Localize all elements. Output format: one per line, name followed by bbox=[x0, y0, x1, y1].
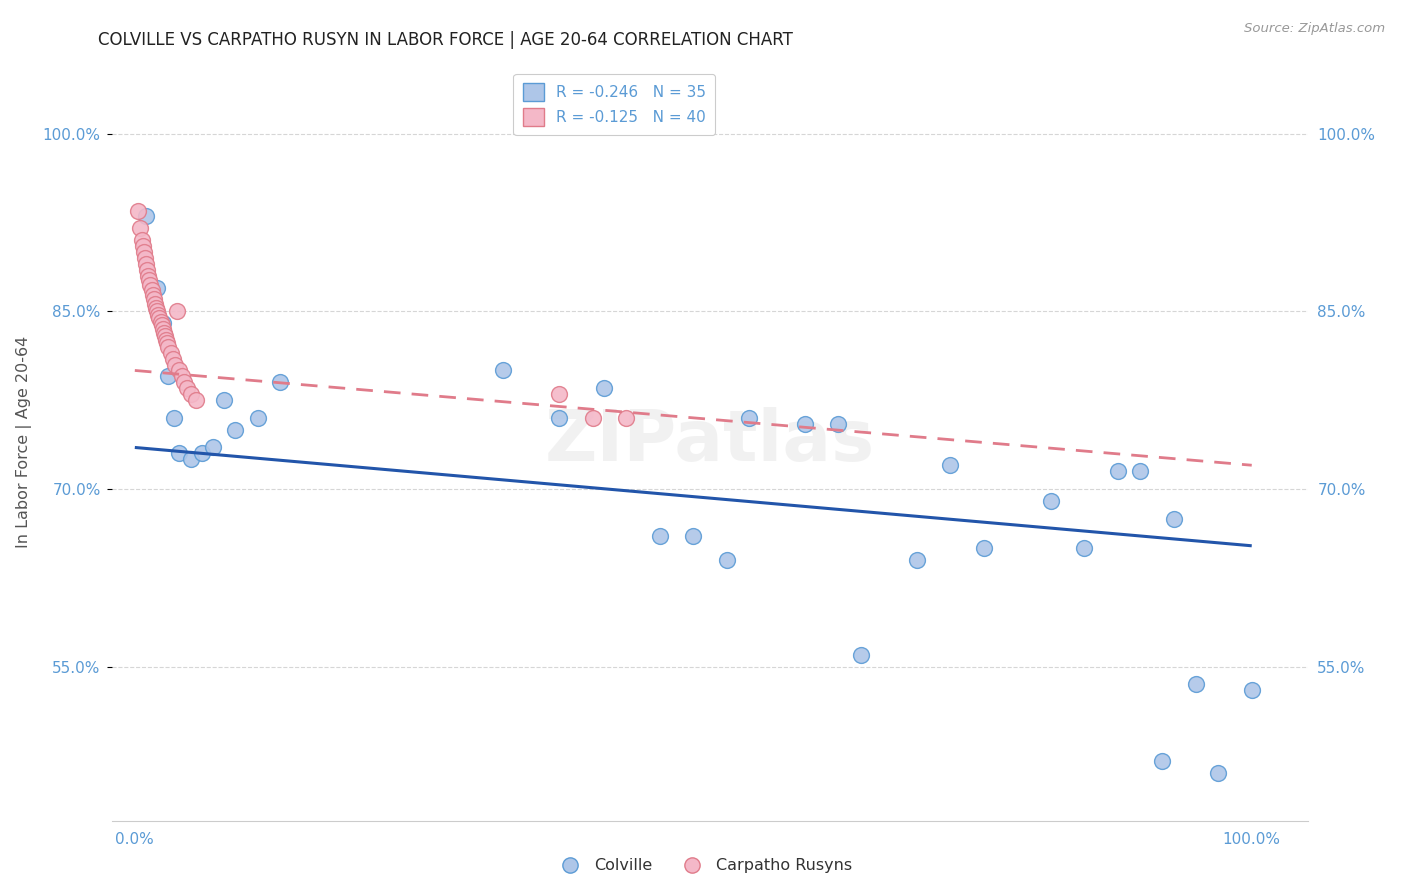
Point bbox=[135, 210, 157, 224]
Point bbox=[153, 326, 176, 340]
Point bbox=[582, 410, 605, 425]
Text: Source: ZipAtlas.com: Source: ZipAtlas.com bbox=[1244, 22, 1385, 36]
Y-axis label: In Labor Force | Age 20-64: In Labor Force | Age 20-64 bbox=[15, 335, 31, 548]
Point bbox=[191, 446, 214, 460]
Point bbox=[614, 410, 637, 425]
Point bbox=[1039, 493, 1062, 508]
Point bbox=[186, 393, 208, 408]
Text: COLVILLE VS CARPATHO RUSYN IN LABOR FORCE | AGE 20-64 CORRELATION CHART: COLVILLE VS CARPATHO RUSYN IN LABOR FORC… bbox=[98, 31, 793, 49]
Text: ZIPatlas: ZIPatlas bbox=[546, 407, 875, 476]
Point bbox=[135, 257, 157, 271]
Point bbox=[163, 358, 186, 372]
Point bbox=[132, 244, 155, 259]
Point bbox=[142, 293, 165, 307]
Point bbox=[1073, 541, 1095, 556]
Point bbox=[129, 221, 152, 235]
Point bbox=[593, 381, 616, 395]
Legend: R = -0.246   N = 35, R = -0.125   N = 40: R = -0.246 N = 35, R = -0.125 N = 40 bbox=[513, 74, 716, 135]
Point bbox=[150, 318, 173, 333]
Point bbox=[246, 410, 269, 425]
Point bbox=[131, 239, 153, 253]
Point bbox=[1240, 683, 1263, 698]
Point bbox=[152, 316, 174, 330]
Point bbox=[134, 251, 156, 265]
Point bbox=[905, 553, 928, 567]
Point bbox=[973, 541, 995, 556]
Point bbox=[146, 280, 169, 294]
Point bbox=[149, 315, 172, 329]
Point bbox=[155, 333, 177, 347]
Point bbox=[136, 262, 159, 277]
Point bbox=[1163, 511, 1185, 525]
Point bbox=[939, 458, 962, 473]
Point bbox=[648, 529, 671, 543]
Point bbox=[127, 203, 149, 218]
Point bbox=[224, 423, 246, 437]
Point bbox=[136, 268, 159, 283]
Point bbox=[492, 363, 515, 377]
Point bbox=[152, 322, 174, 336]
Point bbox=[169, 363, 191, 377]
Point bbox=[148, 308, 170, 322]
Point bbox=[548, 410, 571, 425]
Point bbox=[794, 417, 817, 431]
Point bbox=[212, 393, 235, 408]
Point bbox=[138, 273, 160, 287]
Point bbox=[1206, 766, 1229, 780]
Point bbox=[157, 369, 180, 384]
Point bbox=[176, 381, 198, 395]
Point bbox=[162, 351, 184, 366]
Legend: Colville, Carpatho Rusyns: Colville, Carpatho Rusyns bbox=[547, 852, 859, 880]
Point bbox=[180, 452, 202, 467]
Point bbox=[180, 387, 202, 401]
Point bbox=[166, 304, 188, 318]
Point bbox=[1107, 464, 1129, 478]
Point bbox=[716, 553, 738, 567]
Point bbox=[145, 301, 167, 315]
Point bbox=[139, 278, 162, 293]
Point bbox=[1152, 755, 1174, 769]
Point bbox=[1185, 677, 1208, 691]
Point bbox=[170, 369, 193, 384]
Point bbox=[148, 311, 170, 326]
Point bbox=[201, 441, 224, 455]
Point bbox=[163, 410, 186, 425]
Point bbox=[173, 376, 195, 390]
Point bbox=[153, 329, 176, 343]
Point bbox=[156, 336, 179, 351]
Point bbox=[146, 304, 169, 318]
Point bbox=[159, 345, 181, 359]
Point bbox=[131, 233, 153, 247]
Point bbox=[157, 340, 180, 354]
Point bbox=[143, 297, 166, 311]
Point bbox=[682, 529, 704, 543]
Point bbox=[1129, 464, 1152, 478]
Point bbox=[142, 287, 165, 301]
Point bbox=[269, 376, 291, 390]
Point bbox=[738, 410, 761, 425]
Point bbox=[169, 446, 191, 460]
Point bbox=[548, 387, 571, 401]
Point bbox=[849, 648, 872, 662]
Point bbox=[141, 283, 163, 297]
Point bbox=[827, 417, 849, 431]
